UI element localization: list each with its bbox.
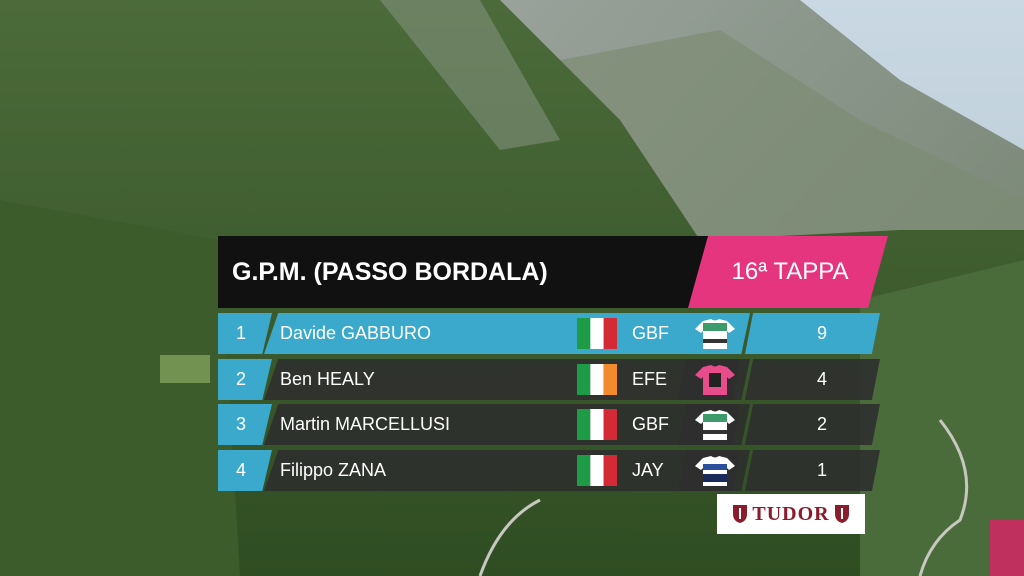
row-body xyxy=(264,404,740,445)
row-body xyxy=(264,359,740,400)
flag-ireland xyxy=(577,364,617,395)
rank-cell xyxy=(218,404,272,445)
rank-cell xyxy=(218,313,272,354)
rider-name: Ben HEALY xyxy=(280,369,375,389)
team-jersey xyxy=(695,319,735,349)
row-body xyxy=(264,450,740,491)
flag-italy xyxy=(577,455,617,486)
rank-cell xyxy=(218,359,272,400)
sponsor-logo: TUDOR xyxy=(752,503,830,525)
rank: 1 xyxy=(235,323,246,343)
flag-italy xyxy=(577,409,617,440)
points: 1 xyxy=(816,460,827,480)
team-code: JAY xyxy=(632,460,664,480)
points-cell xyxy=(745,450,880,491)
row-body xyxy=(264,313,740,354)
rider-row: 2 Ben HEALY EFE 4 xyxy=(218,359,880,400)
rider-name: Davide GABBURO xyxy=(280,323,432,343)
stage-badge xyxy=(688,236,888,308)
team-jersey xyxy=(695,456,735,486)
team-code: GBF xyxy=(632,414,670,434)
rider-row: 3 Martin MARCELLUSI GBF 2 xyxy=(218,404,880,445)
team-code: GBF xyxy=(632,323,670,343)
team-jersey xyxy=(695,365,735,395)
points: 9 xyxy=(816,323,827,343)
rider-row: 1 Davide GABBURO GBF 9 xyxy=(218,313,880,354)
title: G.P.M. (PASSO BORDALA) xyxy=(232,258,548,286)
points-cell xyxy=(745,404,880,445)
points-cell xyxy=(745,313,880,354)
rank: 3 xyxy=(235,414,246,434)
points-cell xyxy=(745,359,880,400)
points: 4 xyxy=(816,369,827,389)
rider-row: 4 Filippo ZANA JAY 1 xyxy=(218,450,880,491)
points: 2 xyxy=(816,414,827,434)
title-bar xyxy=(218,236,710,308)
team-code: EFE xyxy=(632,369,668,389)
flag-italy xyxy=(577,318,617,349)
rank: 2 xyxy=(235,369,246,389)
rank: 4 xyxy=(235,460,246,480)
rider-name: Filippo ZANA xyxy=(280,460,387,480)
sponsor-shield xyxy=(835,505,849,523)
stage-label: 16ª TAPPA xyxy=(731,258,849,285)
rank-cell xyxy=(218,450,272,491)
sponsor-shield xyxy=(733,505,747,523)
rider-name: Martin MARCELLUSI xyxy=(280,414,451,434)
team-jersey xyxy=(695,410,735,440)
